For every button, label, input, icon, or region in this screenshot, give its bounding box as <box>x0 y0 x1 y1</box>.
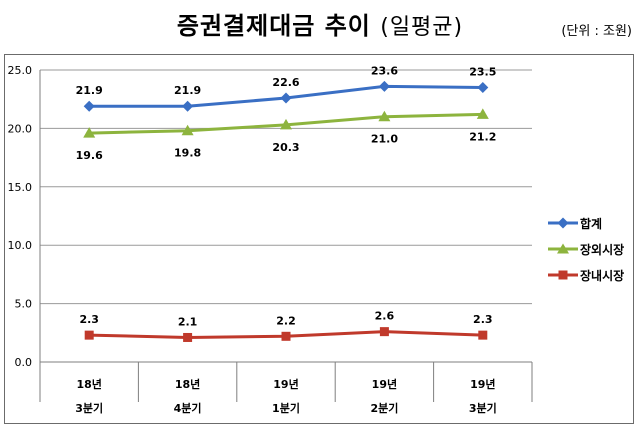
x-tick-label-quarter: 2분기 <box>370 401 398 415</box>
x-tick-label-year: 19년 <box>372 377 397 391</box>
data-point <box>378 110 391 122</box>
data-point <box>477 82 489 94</box>
data-label: 21.0 <box>371 133 398 146</box>
x-tick-label-year: 19년 <box>273 377 298 391</box>
data-label: 2.6 <box>375 310 395 323</box>
y-tick-label: 5.0 <box>15 298 33 311</box>
data-label: 22.6 <box>272 76 299 89</box>
y-tick-label: 0.0 <box>15 356 33 369</box>
data-label: 19.6 <box>76 149 103 162</box>
legend-swatch <box>548 243 578 254</box>
data-label: 2.3 <box>473 313 493 326</box>
x-tick-label-quarter: 3분기 <box>75 401 103 415</box>
legend-label: 장외시장 <box>580 242 625 257</box>
data-point <box>84 330 94 340</box>
legend-label: 합계 <box>580 216 603 231</box>
y-tick-label: 15.0 <box>8 181 33 194</box>
data-point <box>83 127 96 138</box>
x-tick-label-quarter: 4분기 <box>174 401 202 415</box>
chart-title: 증권결제대금 추이 (일평균) <box>0 6 640 41</box>
legend-label: 장내시장 <box>580 268 625 283</box>
data-point <box>476 108 489 119</box>
chart-frame <box>4 54 634 424</box>
data-point <box>379 327 389 337</box>
unit-label: (단위 : 조원) <box>561 24 632 39</box>
data-label: 2.2 <box>276 314 296 327</box>
x-tick-label-year: 19년 <box>470 377 495 391</box>
data-point <box>478 330 488 340</box>
chart-title-sub: (일평균) <box>380 15 464 40</box>
data-point <box>280 92 292 104</box>
data-point <box>378 80 390 92</box>
data-point <box>181 124 194 136</box>
legend-item: 장내시장 <box>548 262 624 288</box>
legend-swatch <box>548 270 578 280</box>
data-point <box>280 118 292 130</box>
data-point <box>83 100 95 112</box>
data-label: 20.3 <box>272 141 299 154</box>
x-tick-label-year: 18년 <box>76 377 101 391</box>
legend-item: 장외시장 <box>548 236 624 262</box>
x-tick-label-quarter: 3분기 <box>469 401 497 415</box>
data-label: 2.3 <box>79 313 99 326</box>
data-label: 23.6 <box>371 64 398 77</box>
data-label: 21.2 <box>469 130 496 143</box>
legend-item: 합계 <box>548 210 624 236</box>
data-point <box>182 100 194 112</box>
y-tick-label: 10.0 <box>8 239 33 252</box>
data-label: 21.9 <box>174 84 201 97</box>
legend-swatch <box>548 217 578 229</box>
data-label: 21.9 <box>76 84 103 97</box>
data-label: 2.1 <box>178 315 198 328</box>
y-tick-label: 25.0 <box>8 64 33 77</box>
data-point <box>281 331 291 341</box>
x-tick-label-year: 18년 <box>175 377 200 391</box>
data-point <box>183 332 193 342</box>
data-label: 23.5 <box>469 66 496 79</box>
data-label: 19.8 <box>174 147 201 160</box>
x-tick-label-quarter: 1분기 <box>272 401 300 415</box>
y-tick-label: 20.0 <box>8 122 33 135</box>
chart-title-main: 증권결제대금 추이 <box>176 12 371 40</box>
